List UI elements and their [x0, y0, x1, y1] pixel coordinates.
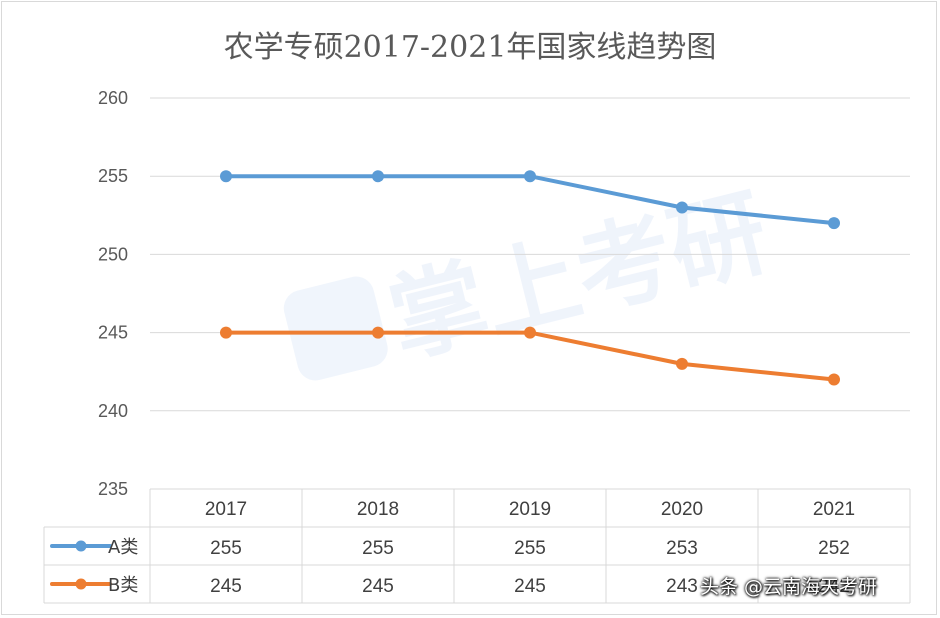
y-tick-label: 250 — [98, 244, 128, 264]
legend-label: A类 — [108, 537, 138, 558]
table-value-cell: 245 — [514, 576, 546, 597]
data-point — [828, 373, 840, 386]
table-value-cell: 243 — [666, 576, 698, 597]
x-category-label: 2019 — [509, 499, 551, 520]
data-point — [524, 170, 536, 183]
table-value-cell: 255 — [210, 538, 242, 559]
data-point — [524, 326, 536, 339]
data-table: 2017 2018 2019 2020 2021 A类 255 255 255 253 252 B类 2… — [43, 489, 911, 604]
data-point — [372, 170, 384, 183]
chart-title: 农学专硕2017-2021年国家线趋势图 — [223, 30, 717, 65]
data-point — [220, 326, 232, 339]
x-category-label: 2017 — [205, 499, 247, 520]
y-tick-label: 260 — [98, 88, 128, 108]
x-category-label: 2018 — [357, 499, 399, 520]
data-point — [828, 217, 840, 230]
y-tick-label: 245 — [98, 323, 128, 343]
legend-marker-icon — [75, 540, 87, 552]
legend-label: B类 — [108, 575, 138, 596]
legend-marker-icon — [75, 578, 87, 590]
table-value-cell: 255 — [362, 538, 394, 559]
watermark-text: 掌上考研 — [378, 176, 778, 378]
x-category-label: 2021 — [813, 499, 855, 520]
data-point — [676, 357, 688, 370]
y-tick-label: 235 — [98, 479, 128, 499]
table-value-cell: 245 — [362, 576, 394, 597]
source-credit: 头条 @云南海天考研 — [700, 576, 878, 598]
data-point — [220, 170, 232, 183]
watermark: 掌上考研 — [283, 176, 778, 381]
data-point — [372, 326, 384, 339]
table-value-cell: 253 — [666, 538, 698, 559]
series-lines — [220, 170, 840, 386]
table-value-cell: 245 — [210, 576, 242, 597]
table-value-cell: 242 — [818, 576, 850, 597]
data-point — [676, 201, 688, 214]
y-tick-label: 240 — [98, 401, 128, 421]
x-category-label: 2020 — [661, 499, 703, 520]
watermark-logo-icon — [283, 276, 388, 381]
y-tick-label: 255 — [98, 166, 128, 186]
table-value-cell: 255 — [514, 538, 546, 559]
table-value-cell: 252 — [818, 538, 850, 559]
y-axis: 235 240 245 250 255 260 — [98, 88, 128, 499]
